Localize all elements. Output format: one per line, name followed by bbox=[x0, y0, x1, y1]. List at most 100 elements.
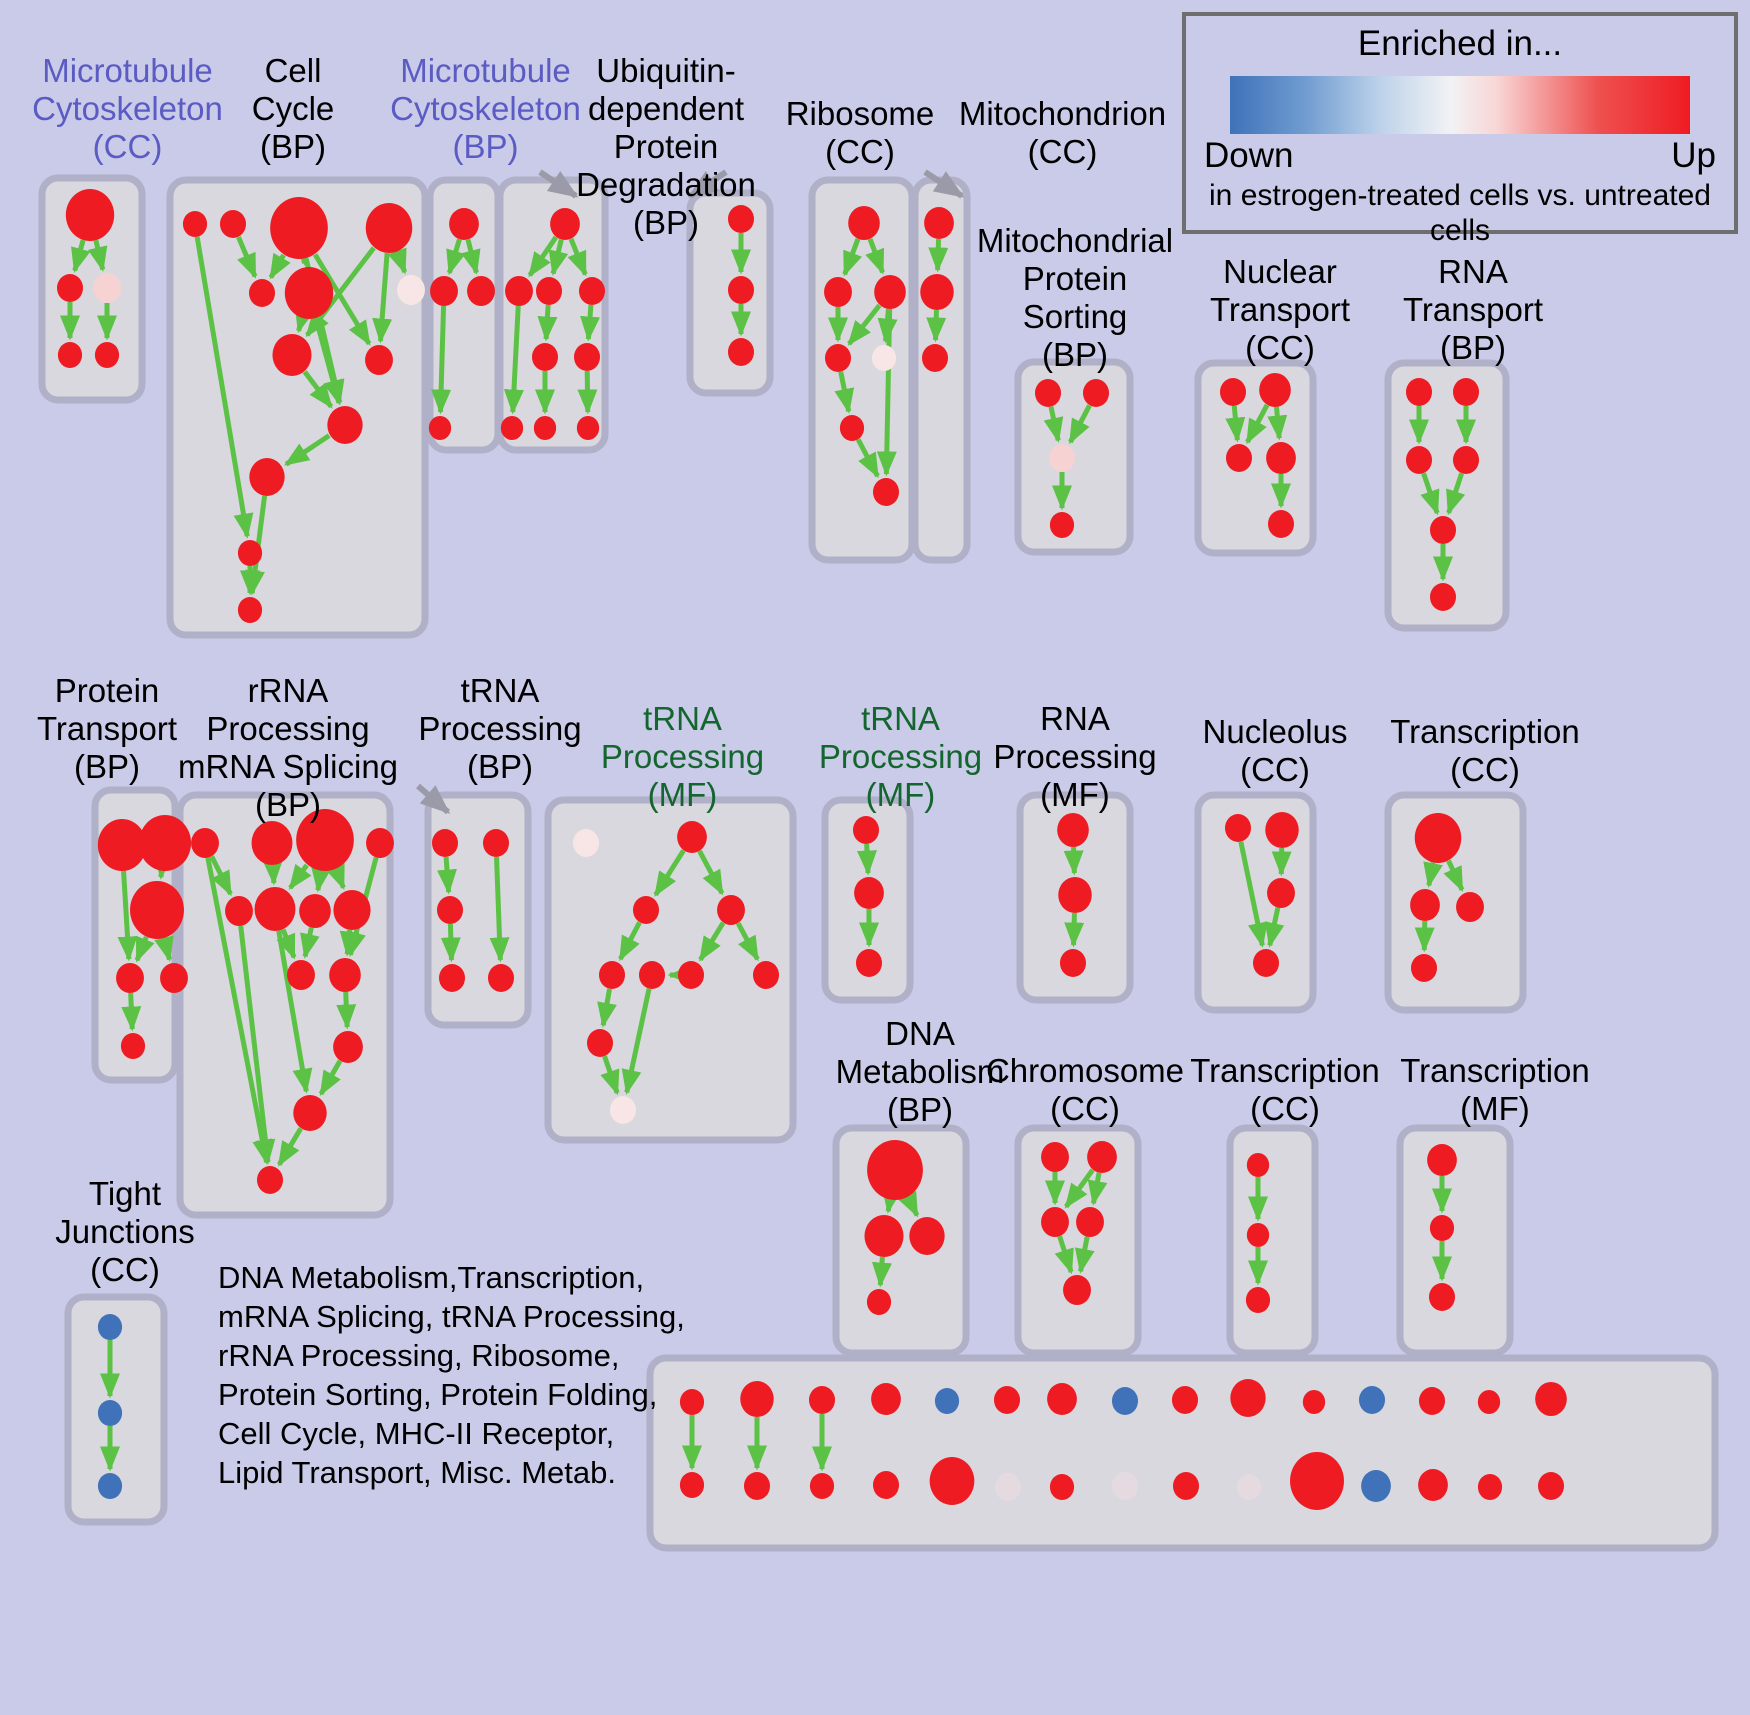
network-node[interactable] bbox=[249, 458, 285, 496]
network-node[interactable] bbox=[752, 961, 780, 989]
network-node[interactable] bbox=[679, 1472, 705, 1498]
network-node[interactable] bbox=[1259, 373, 1291, 407]
network-node[interactable] bbox=[550, 208, 580, 240]
network-node[interactable] bbox=[1076, 1207, 1104, 1237]
network-node[interactable] bbox=[740, 1381, 774, 1417]
network-node[interactable] bbox=[866, 1289, 892, 1315]
network-node[interactable] bbox=[397, 275, 425, 305]
network-node[interactable] bbox=[632, 896, 660, 924]
network-node[interactable] bbox=[225, 896, 253, 926]
network-node[interactable] bbox=[191, 828, 219, 858]
network-node[interactable] bbox=[1058, 877, 1092, 913]
network-node[interactable] bbox=[1358, 1386, 1386, 1414]
network-node[interactable] bbox=[438, 964, 466, 992]
network-node[interactable] bbox=[727, 338, 755, 366]
network-node[interactable] bbox=[717, 895, 745, 925]
network-node[interactable] bbox=[727, 205, 755, 233]
network-node[interactable] bbox=[270, 197, 328, 259]
network-node[interactable] bbox=[1049, 512, 1075, 538]
network-node[interactable] bbox=[1429, 583, 1457, 611]
network-node[interactable] bbox=[97, 1473, 123, 1499]
network-node[interactable] bbox=[182, 211, 208, 237]
network-node[interactable] bbox=[57, 342, 83, 368]
network-node[interactable] bbox=[1087, 1141, 1117, 1173]
network-node[interactable] bbox=[251, 821, 293, 865]
network-node[interactable] bbox=[1252, 949, 1280, 977]
network-node[interactable] bbox=[1418, 1387, 1446, 1415]
network-node[interactable] bbox=[531, 343, 559, 371]
network-node[interactable] bbox=[219, 210, 247, 238]
network-node[interactable] bbox=[97, 1314, 123, 1340]
network-node[interactable] bbox=[743, 1472, 771, 1500]
network-node[interactable] bbox=[93, 273, 121, 303]
network-node[interactable] bbox=[65, 189, 115, 241]
network-node[interactable] bbox=[994, 1473, 1022, 1501]
network-node[interactable] bbox=[586, 1029, 614, 1057]
network-node[interactable] bbox=[1236, 1474, 1262, 1500]
network-node[interactable] bbox=[296, 809, 354, 871]
network-node[interactable] bbox=[572, 829, 600, 857]
network-node[interactable] bbox=[431, 829, 459, 857]
network-node[interactable] bbox=[1477, 1390, 1501, 1414]
network-node[interactable] bbox=[920, 274, 954, 310]
network-node[interactable] bbox=[679, 1389, 705, 1415]
network-node[interactable] bbox=[256, 1166, 284, 1194]
network-node[interactable] bbox=[1219, 378, 1247, 406]
network-node[interactable] bbox=[138, 815, 192, 871]
network-node[interactable] bbox=[333, 890, 371, 930]
network-node[interactable] bbox=[1267, 878, 1295, 908]
network-node[interactable] bbox=[430, 276, 458, 306]
network-node[interactable] bbox=[872, 1471, 900, 1499]
network-node[interactable] bbox=[1111, 1472, 1139, 1500]
network-node[interactable] bbox=[533, 416, 557, 440]
network-node[interactable] bbox=[1172, 1472, 1200, 1500]
network-node[interactable] bbox=[1034, 379, 1062, 407]
network-node[interactable] bbox=[929, 1457, 975, 1505]
network-node[interactable] bbox=[500, 416, 524, 440]
network-node[interactable] bbox=[160, 963, 188, 993]
network-node[interactable] bbox=[824, 277, 852, 307]
network-node[interactable] bbox=[329, 958, 361, 992]
network-node[interactable] bbox=[1041, 1207, 1069, 1237]
network-node[interactable] bbox=[1429, 1215, 1455, 1241]
network-node[interactable] bbox=[638, 961, 666, 989]
network-node[interactable] bbox=[1057, 813, 1089, 847]
network-node[interactable] bbox=[97, 1400, 123, 1426]
network-node[interactable] bbox=[237, 597, 263, 623]
network-node[interactable] bbox=[327, 406, 363, 444]
network-node[interactable] bbox=[482, 829, 510, 857]
network-node[interactable] bbox=[874, 275, 906, 309]
network-node[interactable] bbox=[934, 1388, 960, 1414]
network-node[interactable] bbox=[1290, 1452, 1344, 1510]
network-node[interactable] bbox=[1082, 379, 1110, 407]
network-node[interactable] bbox=[578, 277, 606, 305]
network-node[interactable] bbox=[855, 949, 883, 977]
network-node[interactable] bbox=[293, 1095, 327, 1131]
network-node[interactable] bbox=[573, 343, 601, 371]
network-node[interactable] bbox=[1265, 812, 1299, 848]
network-node[interactable] bbox=[56, 274, 84, 302]
network-node[interactable] bbox=[864, 1215, 904, 1257]
network-node[interactable] bbox=[272, 334, 312, 376]
network-node[interactable] bbox=[924, 207, 954, 239]
network-node[interactable] bbox=[1428, 1283, 1456, 1311]
network-node[interactable] bbox=[1048, 444, 1076, 472]
network-node[interactable] bbox=[1427, 1144, 1457, 1176]
network-node[interactable] bbox=[333, 1031, 363, 1063]
network-node[interactable] bbox=[871, 1383, 901, 1415]
network-node[interactable] bbox=[248, 279, 276, 307]
network-node[interactable] bbox=[677, 961, 705, 989]
network-node[interactable] bbox=[535, 277, 563, 305]
network-node[interactable] bbox=[609, 1096, 637, 1124]
network-node[interactable] bbox=[576, 416, 600, 440]
network-node[interactable] bbox=[839, 415, 865, 441]
network-node[interactable] bbox=[1405, 378, 1433, 406]
network-node[interactable] bbox=[130, 881, 184, 939]
network-node[interactable] bbox=[909, 1217, 945, 1255]
network-node[interactable] bbox=[1535, 1382, 1567, 1416]
network-node[interactable] bbox=[993, 1386, 1021, 1414]
network-node[interactable] bbox=[1405, 446, 1433, 474]
network-node[interactable] bbox=[677, 821, 707, 853]
network-node[interactable] bbox=[505, 276, 533, 306]
network-node[interactable] bbox=[1302, 1390, 1326, 1414]
